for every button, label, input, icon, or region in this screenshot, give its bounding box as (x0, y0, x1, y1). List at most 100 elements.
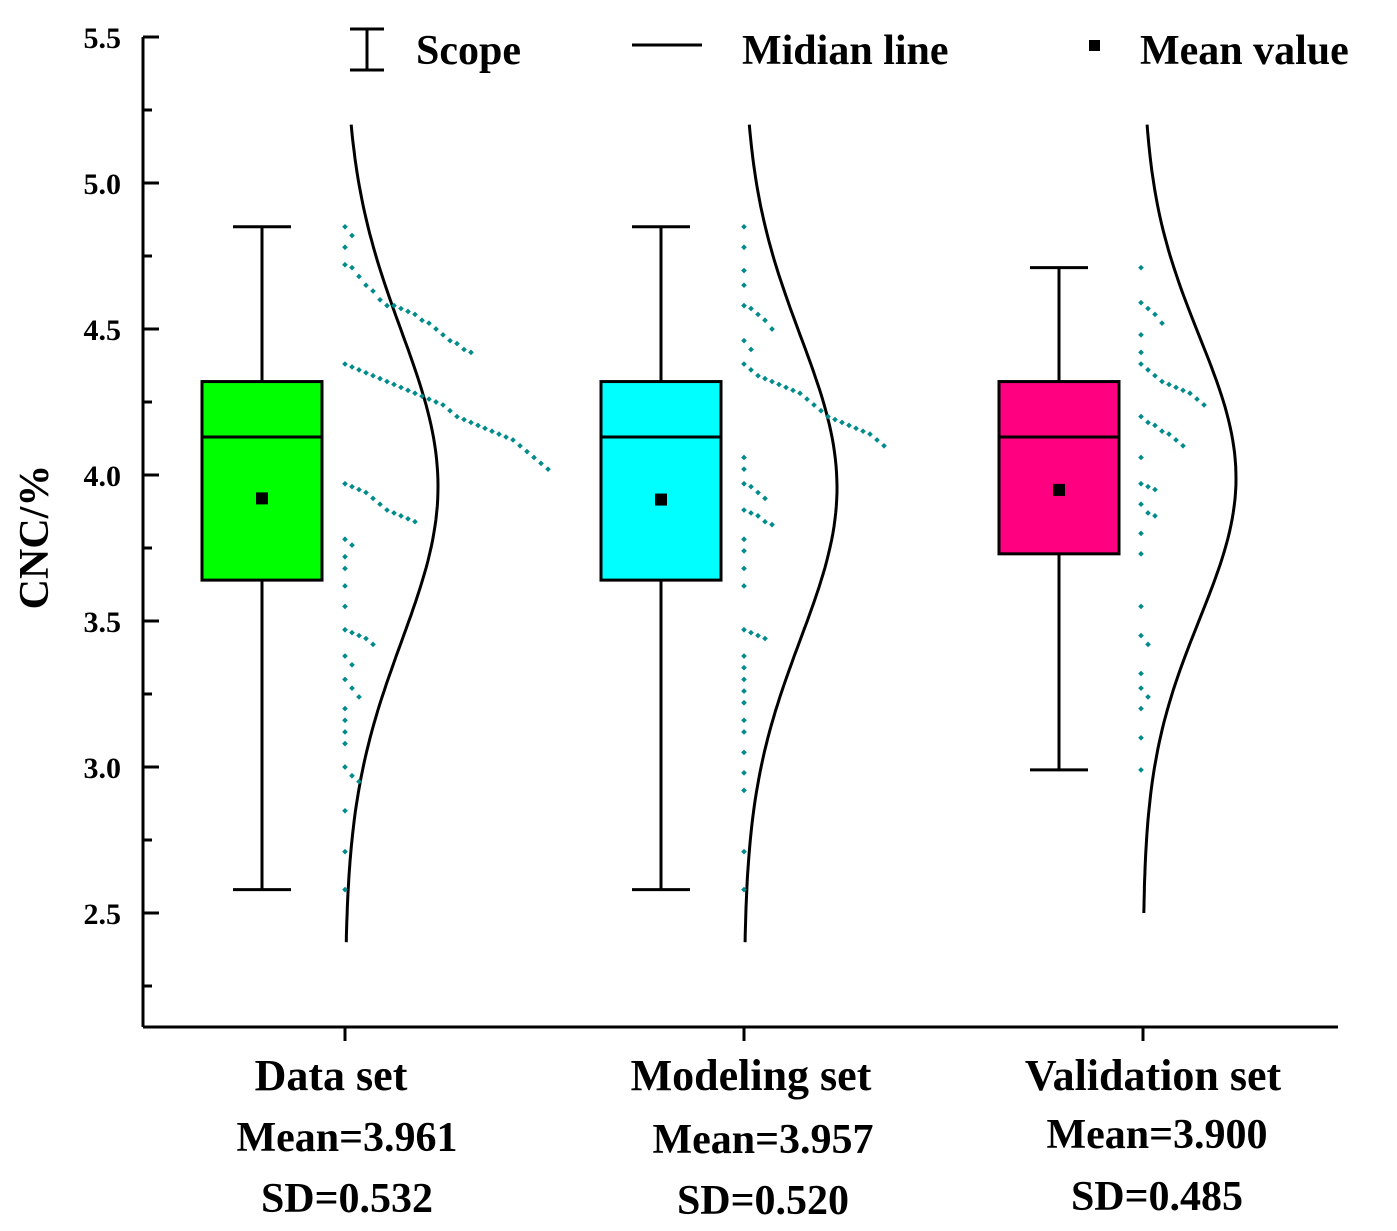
data-point-data-set (377, 501, 383, 508)
data-point-data-set (349, 232, 355, 239)
data-point-modeling-set (741, 466, 747, 472)
data-point-modeling-set (860, 428, 866, 435)
data-point-validation-set (1145, 641, 1151, 648)
data-point-modeling-set (741, 717, 747, 724)
data-point-modeling-set (741, 548, 747, 554)
legend-mean-label: Mean value (1140, 28, 1349, 74)
mean-marker-data-set (256, 492, 268, 505)
data-point-modeling-set (741, 886, 747, 893)
data-point-validation-set (1152, 311, 1158, 318)
data-point-modeling-set (762, 317, 768, 324)
stat-mean-validation-set: Mean=3.900 (1046, 1112, 1267, 1158)
data-point-data-set (342, 740, 348, 747)
y-tick-label: 2.5 (84, 898, 122, 931)
series-validation-set (997, 124, 1238, 914)
data-point-modeling-set (762, 635, 768, 642)
data-point-data-set (370, 641, 376, 648)
data-point-data-set (489, 428, 495, 435)
data-point-data-set (342, 223, 348, 230)
data-point-validation-set (1180, 442, 1186, 449)
data-point-modeling-set (790, 387, 796, 394)
stat-sd-validation-set: SD=0.485 (1071, 1174, 1243, 1220)
data-point-modeling-set (797, 390, 803, 397)
box-validation-set (997, 380, 1121, 556)
data-point-data-set (363, 489, 369, 496)
data-point-validation-set (1138, 299, 1144, 306)
data-point-data-set (342, 886, 348, 893)
y-tick-label: 4.0 (84, 460, 122, 493)
data-point-modeling-set (748, 305, 754, 312)
data-point-data-set (405, 308, 411, 315)
data-point-data-set (370, 372, 376, 379)
data-point-modeling-set (741, 565, 747, 572)
data-point-modeling-set (741, 749, 747, 756)
data-point-validation-set (1159, 378, 1165, 385)
data-point-data-set (342, 553, 348, 560)
data-point-validation-set (1138, 501, 1144, 508)
data-point-validation-set (1138, 480, 1144, 487)
data-point-data-set (426, 320, 432, 326)
data-point-validation-set (1138, 705, 1144, 712)
data-point-modeling-set (755, 632, 761, 639)
data-point-data-set (412, 311, 418, 318)
data-point-modeling-set (741, 770, 747, 776)
mean-marker-validation-set (1053, 483, 1065, 496)
data-point-validation-set (1145, 510, 1151, 516)
data-point-modeling-set (741, 267, 747, 274)
data-point-modeling-set (769, 326, 775, 332)
data-point-data-set (496, 431, 502, 437)
data-point-data-set (419, 317, 425, 324)
y-tick-label: 4.5 (84, 314, 122, 347)
data-point-data-set (356, 632, 362, 639)
data-point-data-set (342, 764, 348, 770)
legend-mean-icon (1089, 40, 1100, 51)
stat-mean-modeling-set: Mean=3.957 (652, 1117, 873, 1163)
data-point-data-set (482, 425, 488, 432)
data-point-data-set (433, 399, 439, 405)
data-point-modeling-set (776, 381, 782, 388)
data-point-data-set (349, 264, 355, 271)
data-point-modeling-set (755, 311, 761, 318)
legend-median-label: Midian line (742, 28, 949, 74)
data-point-modeling-set (741, 244, 747, 251)
data-point-validation-set (1138, 349, 1144, 356)
data-point-data-set (503, 434, 509, 440)
y-ticks: 2.5 3.0 3.5 4.0 4.5 5.0 5.5 (84, 22, 159, 988)
data-point-modeling-set (818, 407, 824, 414)
data-point-modeling-set (762, 518, 768, 525)
data-point-validation-set (1145, 367, 1151, 373)
data-point-modeling-set (741, 626, 747, 633)
data-point-data-set (384, 302, 390, 309)
y-tick-label: 3.0 (84, 752, 122, 785)
data-point-validation-set (1152, 372, 1158, 379)
data-point-validation-set (1138, 264, 1144, 271)
data-point-data-set (545, 466, 551, 472)
data-point-modeling-set (748, 367, 754, 373)
data-point-data-set (384, 507, 390, 513)
data-point-validation-set (1138, 685, 1144, 691)
distribution-curve-data-set (344, 124, 440, 943)
data-point-validation-set (1194, 396, 1200, 402)
data-point-data-set (342, 244, 348, 251)
data-point-data-set (349, 364, 355, 370)
data-point-data-set (349, 685, 355, 691)
data-point-data-set (342, 361, 348, 367)
data-point-data-set (349, 629, 355, 636)
data-point-data-set (391, 510, 397, 516)
data-point-modeling-set (762, 495, 768, 502)
data-point-data-set (461, 416, 467, 423)
data-point-modeling-set (741, 729, 747, 735)
data-point-data-set (419, 393, 425, 399)
distribution-curve-validation-set (1142, 124, 1238, 914)
data-point-data-set (398, 513, 404, 519)
data-point-data-set (363, 369, 369, 376)
data-point-modeling-set (748, 483, 754, 490)
data-point-data-set (391, 381, 397, 388)
data-point-data-set (349, 661, 355, 668)
data-point-validation-set (1138, 632, 1144, 639)
stat-sd-modeling-set: SD=0.520 (677, 1178, 849, 1224)
data-point-data-set (468, 349, 474, 356)
data-point-modeling-set (741, 653, 747, 659)
data-point-modeling-set (741, 282, 747, 289)
legend-scope-label: Scope (416, 28, 521, 74)
